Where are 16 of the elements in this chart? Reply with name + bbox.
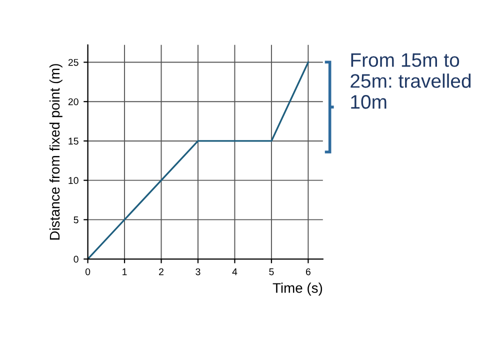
x-tick-label: 4 <box>232 268 238 276</box>
y-tick-label: 5 <box>74 216 78 224</box>
x-tick-label: 2 <box>159 268 164 276</box>
x-tick-label: 0 <box>85 268 90 276</box>
text: From 15m to 25m: travelled 10m <box>350 53 471 109</box>
y-tick-label: 15 <box>68 138 78 145</box>
y-tick-label: 0 <box>74 256 78 263</box>
y-axis-title: Distance from fixed point (m) <box>49 64 62 240</box>
x-tick-label: 1 <box>122 268 127 276</box>
x-axis-title: Time (s) <box>272 282 322 296</box>
x-tick-label: 6 <box>306 268 310 276</box>
y-tick-label: 25 <box>68 58 78 66</box>
x-tick-label: 3 <box>196 268 200 276</box>
y-tick-label: 20 <box>68 98 78 106</box>
x-tick-label: 5 <box>269 268 274 276</box>
y-tick-label: 10 <box>68 177 78 184</box>
